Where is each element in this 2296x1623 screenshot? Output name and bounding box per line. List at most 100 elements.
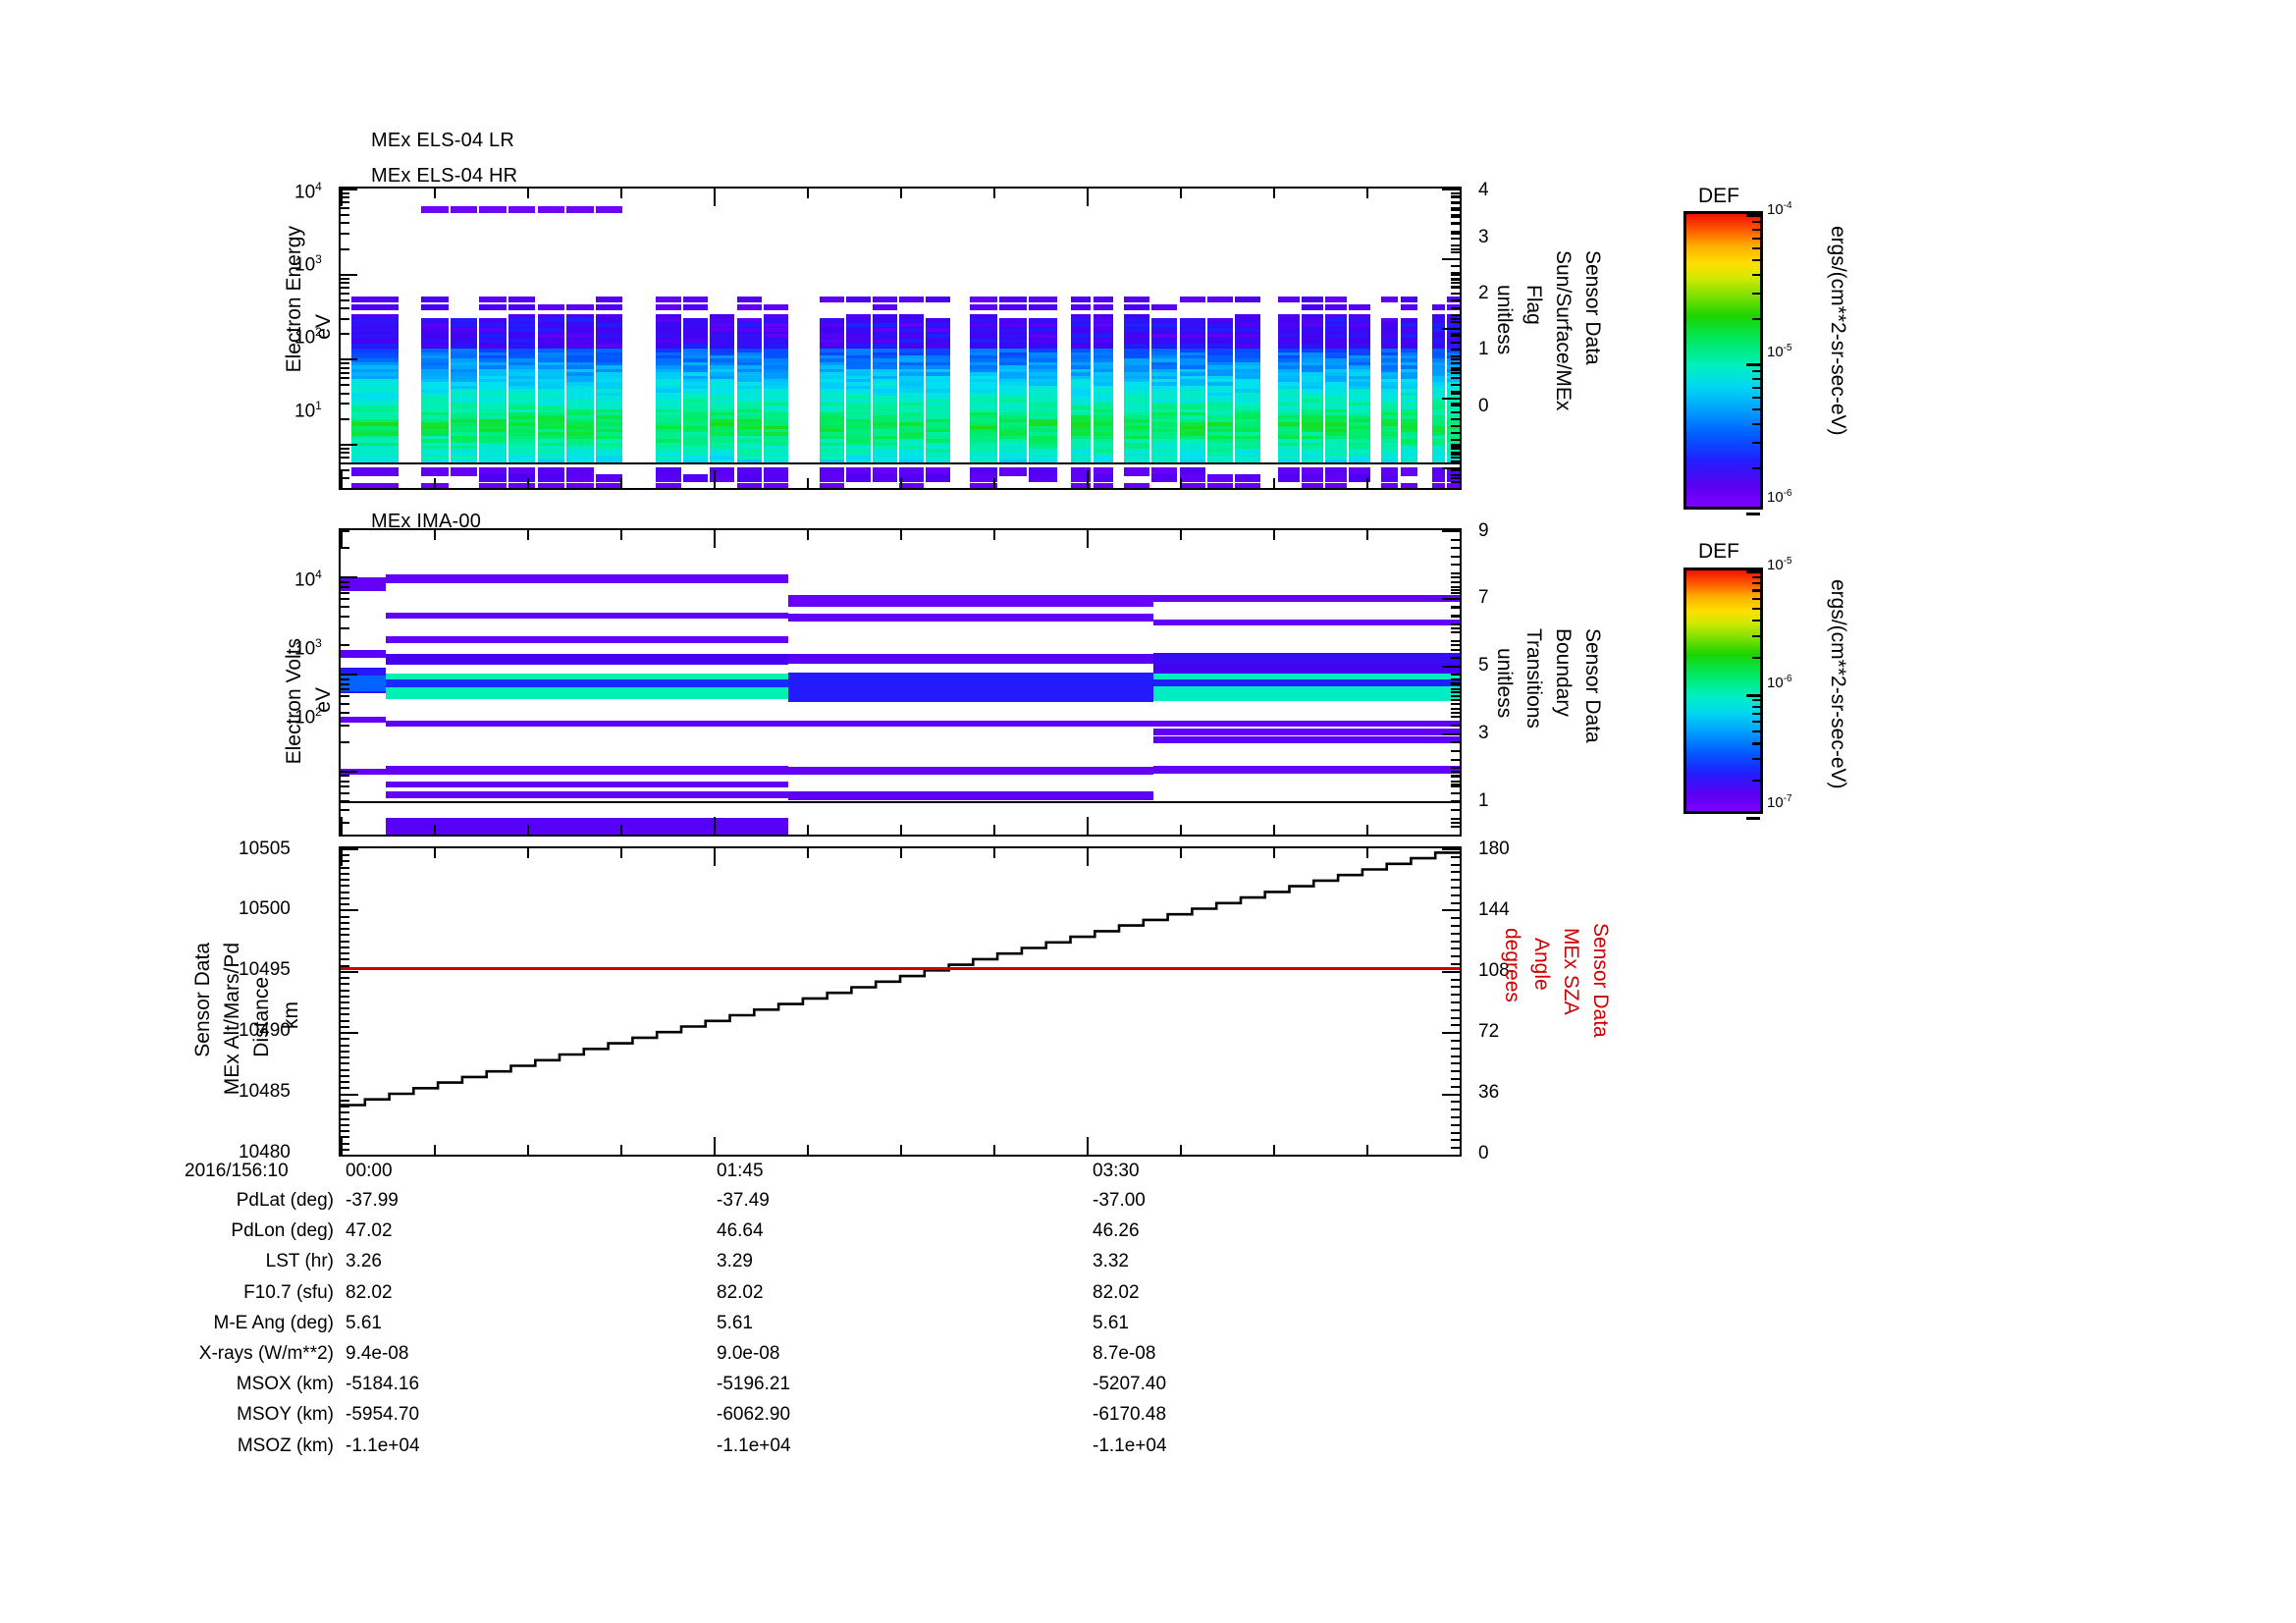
colorbar-1[interactable] — [1683, 211, 1763, 515]
spectrogram-cell — [763, 452, 788, 457]
spectrogram-cell — [421, 411, 449, 416]
spectrogram-cell — [595, 474, 623, 483]
spectrogram-cell — [1151, 395, 1178, 400]
spectrogram-cell — [926, 467, 951, 477]
spectrogram-cell — [507, 432, 536, 437]
spectrogram-cell — [1206, 317, 1233, 322]
spectrogram-cell — [999, 395, 1028, 400]
spectrogram-cell — [1302, 415, 1323, 420]
spectrogram-cell — [1381, 323, 1399, 328]
colorbar-tick — [1752, 656, 1760, 659]
spectrogram-cell — [873, 355, 898, 360]
axis-tick — [1451, 418, 1460, 420]
axis-tick — [1451, 287, 1460, 289]
spectrogram-cell — [1206, 368, 1233, 373]
spectrogram-cell — [1071, 304, 1092, 311]
axis-tick — [341, 189, 343, 206]
axis-tick — [714, 470, 716, 488]
spectrogram-cell — [351, 344, 400, 349]
spectrogram-cell — [899, 333, 925, 338]
spectrogram-cell — [1381, 449, 1399, 454]
spectrogram-cell — [1235, 378, 1261, 383]
spectrogram-cell — [846, 382, 871, 387]
spectrogram-cell — [479, 378, 507, 383]
colorbar-tick — [1752, 246, 1760, 249]
spectrogram-cell — [1278, 317, 1301, 322]
spectrogram-cell — [1235, 452, 1261, 457]
axis-tick — [1442, 801, 1460, 803]
spectrogram-cell — [1431, 449, 1445, 454]
ima-spectrogram-panel[interactable] — [339, 528, 1462, 837]
colorbar-2-bot-label: 10-7 — [1767, 793, 1792, 811]
axis-tick — [620, 530, 622, 540]
spectrogram-cell — [595, 338, 623, 343]
spectrogram-cell — [1325, 435, 1347, 440]
axis-tick — [341, 879, 349, 881]
spectrogram-cell — [1400, 395, 1417, 400]
axis-tick — [1451, 355, 1460, 357]
spectrogram-cell — [595, 459, 623, 463]
spectrogram-cell — [1431, 392, 1445, 397]
spectrogram-cell — [763, 344, 788, 349]
spectrogram-cell — [1446, 385, 1460, 390]
spectrogram-cell — [351, 328, 400, 333]
spectrogram-cell — [566, 449, 594, 454]
els-spectrogram-panel[interactable] — [339, 187, 1462, 490]
panel1-right-tick-2: 2 — [1478, 283, 1489, 303]
spectrogram-cell — [656, 422, 681, 427]
axis-tick — [1442, 467, 1460, 469]
spectrogram-cell — [566, 365, 594, 370]
axis-tick — [341, 1001, 349, 1003]
spectrogram-cell — [1349, 449, 1370, 454]
spectrogram-cell — [763, 352, 788, 356]
spectrogram-cell — [1235, 372, 1261, 377]
axis-tick — [341, 274, 357, 276]
spectrogram-cell — [537, 467, 565, 477]
spectrogram-cell — [1093, 333, 1113, 338]
spectrogram-cell — [1400, 338, 1417, 343]
spectrogram-cell — [1349, 338, 1370, 343]
spectrogram-cell — [736, 399, 762, 404]
spectrogram-cell — [682, 415, 708, 420]
axis-tick — [1451, 917, 1460, 919]
spectrogram-cell — [595, 296, 623, 302]
spectrogram-cell — [595, 435, 623, 440]
spectrogram-cell — [537, 344, 565, 349]
spectrogram-cell — [1349, 358, 1370, 363]
spectrogram-cell — [479, 296, 507, 302]
spectrogram-cell — [926, 382, 951, 387]
spectrogram-cell — [656, 328, 681, 333]
spectrogram-cell — [1029, 402, 1057, 406]
distance-sza-panel[interactable] — [339, 846, 1462, 1157]
axis-tick — [1451, 835, 1460, 837]
spectrogram-cell — [1325, 314, 1347, 322]
spectrogram-cell — [763, 402, 788, 406]
spectrogram-cell — [710, 378, 735, 383]
spectrogram-cell — [1151, 378, 1178, 383]
spectrogram-cell — [1302, 389, 1323, 394]
spectrogram-cell — [1325, 456, 1347, 460]
spectrogram-cell — [1431, 358, 1445, 363]
spectrogram-cell — [656, 372, 681, 377]
spectrogram-cell — [566, 368, 594, 373]
spectrogram-cell — [1124, 418, 1150, 423]
axis-tick — [900, 825, 902, 835]
axis-tick — [341, 885, 349, 887]
spectrogram-cell — [710, 365, 735, 370]
spectrogram-cell — [595, 382, 623, 387]
spectrogram-cell — [899, 467, 925, 477]
axis-tick — [1451, 377, 1460, 379]
colorbar-2[interactable] — [1683, 568, 1763, 820]
spectrogram-cell — [926, 389, 951, 394]
spectrogram-cell — [899, 406, 925, 410]
spectrogram-cell — [1071, 399, 1092, 404]
spectrogram-cell — [819, 408, 844, 413]
spectrogram-cell — [763, 422, 788, 427]
spectrogram-cell — [899, 392, 925, 397]
spectrogram-cell — [873, 304, 898, 311]
spectrogram-cell — [566, 328, 594, 333]
spectrogram-cell — [479, 439, 507, 444]
spectrogram-cell — [710, 411, 735, 416]
axis-tick — [1451, 216, 1460, 218]
spectrogram-cell — [1431, 333, 1445, 338]
